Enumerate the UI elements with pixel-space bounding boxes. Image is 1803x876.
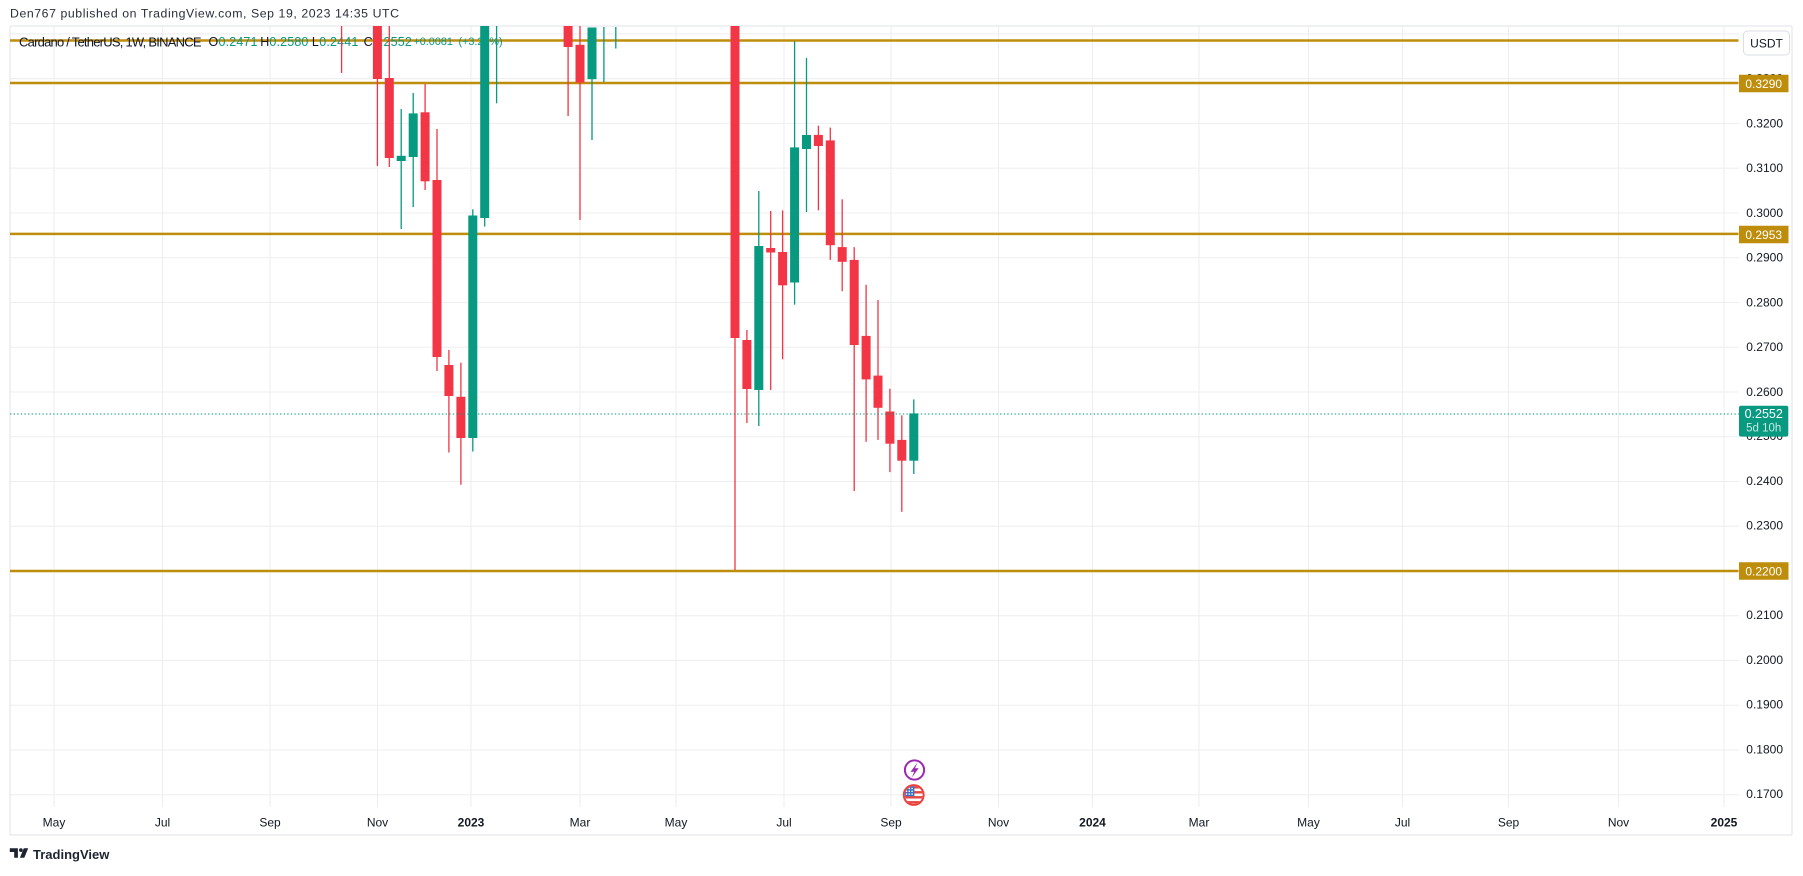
svg-text:0.2800: 0.2800: [1746, 295, 1783, 309]
svg-text:+0.0081: +0.0081: [414, 36, 453, 48]
svg-text:0.2580: 0.2580: [269, 35, 308, 49]
svg-text:Nov: Nov: [1608, 815, 1629, 829]
svg-text:0.1700: 0.1700: [1746, 787, 1783, 801]
svg-text:USDT: USDT: [1750, 37, 1783, 51]
svg-text:0.2600: 0.2600: [1746, 385, 1783, 399]
svg-text:0.2552: 0.2552: [373, 35, 412, 49]
svg-text:Jul: Jul: [155, 815, 170, 829]
svg-text:0.1900: 0.1900: [1746, 698, 1783, 712]
svg-text:Sep: Sep: [1498, 815, 1520, 829]
svg-text:0.2400: 0.2400: [1746, 474, 1783, 488]
svg-text:0.3000: 0.3000: [1746, 206, 1783, 220]
svg-text:H: H: [260, 35, 269, 49]
svg-text:C: C: [364, 35, 373, 49]
svg-text:May: May: [665, 815, 688, 829]
svg-text:May: May: [1297, 815, 1320, 829]
svg-text:0.2100: 0.2100: [1746, 608, 1783, 622]
svg-text:2023: 2023: [458, 815, 485, 829]
svg-text:0.2900: 0.2900: [1746, 251, 1783, 265]
svg-text:Mar: Mar: [570, 815, 591, 829]
svg-text:0.2700: 0.2700: [1746, 340, 1783, 354]
svg-text:0.3100: 0.3100: [1746, 161, 1783, 175]
svg-text:0.2471: 0.2471: [219, 35, 258, 49]
svg-text:Nov: Nov: [367, 815, 388, 829]
svg-text:0.3290: 0.3290: [1745, 77, 1782, 91]
svg-text:2024: 2024: [1079, 815, 1106, 829]
svg-text:0.3200: 0.3200: [1746, 116, 1783, 130]
svg-text:0.2000: 0.2000: [1746, 653, 1783, 667]
svg-text:Sep: Sep: [880, 815, 902, 829]
svg-text:O: O: [209, 35, 219, 49]
svg-text:0.2953: 0.2953: [1745, 228, 1782, 242]
svg-text:May: May: [43, 815, 66, 829]
svg-text:Cardano / TetherUS, 1W, BINANC: Cardano / TetherUS, 1W, BINANCE: [19, 34, 202, 49]
svg-text:2025: 2025: [1711, 815, 1738, 829]
svg-text:Jul: Jul: [776, 815, 791, 829]
svg-text:0.2200: 0.2200: [1745, 565, 1782, 579]
svg-text:0.2300: 0.2300: [1746, 519, 1783, 533]
svg-text:Mar: Mar: [1189, 815, 1210, 829]
svg-text:0.2441: 0.2441: [319, 35, 358, 49]
svg-text:5d 10h: 5d 10h: [1746, 423, 1781, 435]
svg-text:L: L: [312, 35, 319, 49]
svg-text:Nov: Nov: [988, 815, 1009, 829]
svg-text:Den767 published on TradingVie: Den767 published on TradingView.com, Sep…: [10, 7, 399, 21]
svg-text:Sep: Sep: [259, 815, 281, 829]
svg-text:0.2552: 0.2552: [1745, 407, 1783, 421]
svg-text:0.1800: 0.1800: [1746, 742, 1783, 756]
svg-text:Jul: Jul: [1395, 815, 1410, 829]
svg-text:TradingView: TradingView: [33, 847, 110, 862]
